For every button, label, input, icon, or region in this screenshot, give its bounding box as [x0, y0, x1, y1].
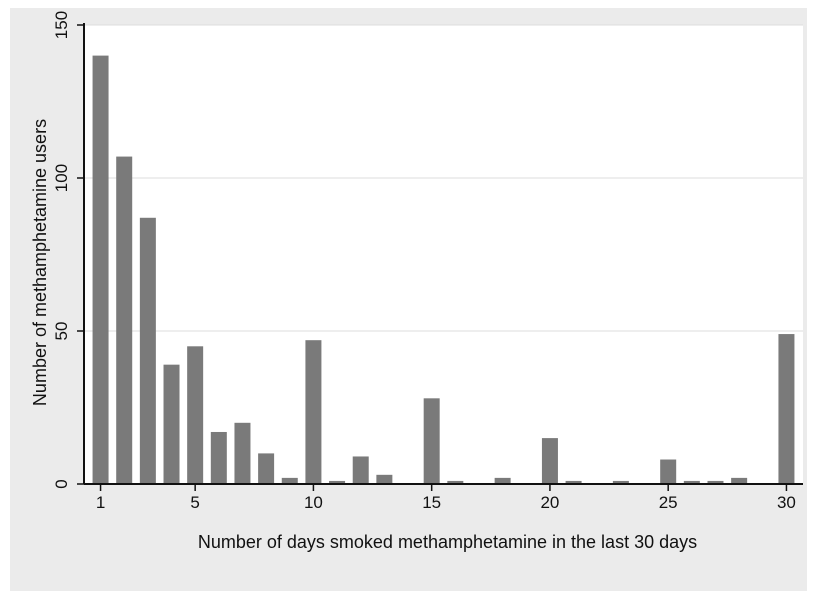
x-axis-title: Number of days smoked methamphetamine in…: [198, 532, 697, 552]
x-axis-ticks: 1 5 10 15 20 25 30: [96, 484, 796, 512]
x-tick-label-30: 30: [777, 493, 796, 512]
y-tick-label-150: 150: [52, 11, 71, 39]
y-tick-label-100: 100: [52, 164, 71, 192]
grid-lines: [84, 24, 803, 332]
bar-day-18: [494, 477, 511, 484]
bar-day-7: [234, 422, 251, 484]
plot-area: [84, 25, 803, 484]
x-tick-label-20: 20: [540, 493, 559, 512]
bar-day-1: [92, 55, 109, 484]
bar-day-6: [210, 431, 227, 484]
bar-day-2: [116, 156, 133, 484]
bar-day-21: [565, 480, 582, 484]
bar-day-28: [731, 477, 748, 484]
bar-day-10: [305, 340, 322, 484]
bar-day-11: [329, 480, 346, 484]
bar-day-30: [778, 334, 795, 484]
x-tick-label-15: 15: [422, 493, 441, 512]
bar-day-5: [187, 346, 204, 484]
x-tick-label-5: 5: [190, 493, 199, 512]
x-tick-label-10: 10: [304, 493, 323, 512]
bar-day-15: [423, 398, 440, 484]
bar-day-20: [541, 438, 558, 484]
bar-day-25: [660, 459, 677, 484]
bar-day-3: [139, 217, 156, 484]
x-tick-label-1: 1: [96, 493, 105, 512]
bar-day-16: [447, 480, 464, 484]
y-tick-label-0: 0: [52, 479, 71, 488]
bar-day-8: [258, 453, 275, 484]
x-tick-label-25: 25: [659, 493, 678, 512]
bar-day-26: [683, 480, 700, 484]
bars: [92, 55, 795, 484]
bar-day-13: [376, 474, 393, 484]
bar-day-27: [707, 480, 724, 484]
bar-day-12: [352, 456, 369, 484]
bar-day-4: [163, 364, 180, 484]
bar-day-23: [612, 480, 629, 484]
y-axis-title: Number of methamphetamine users: [30, 119, 50, 406]
axes: [83, 23, 803, 485]
y-tick-label-50: 50: [52, 322, 71, 341]
y-axis-ticks: 0 50 100 150: [52, 11, 84, 489]
bar-day-9: [281, 477, 298, 484]
